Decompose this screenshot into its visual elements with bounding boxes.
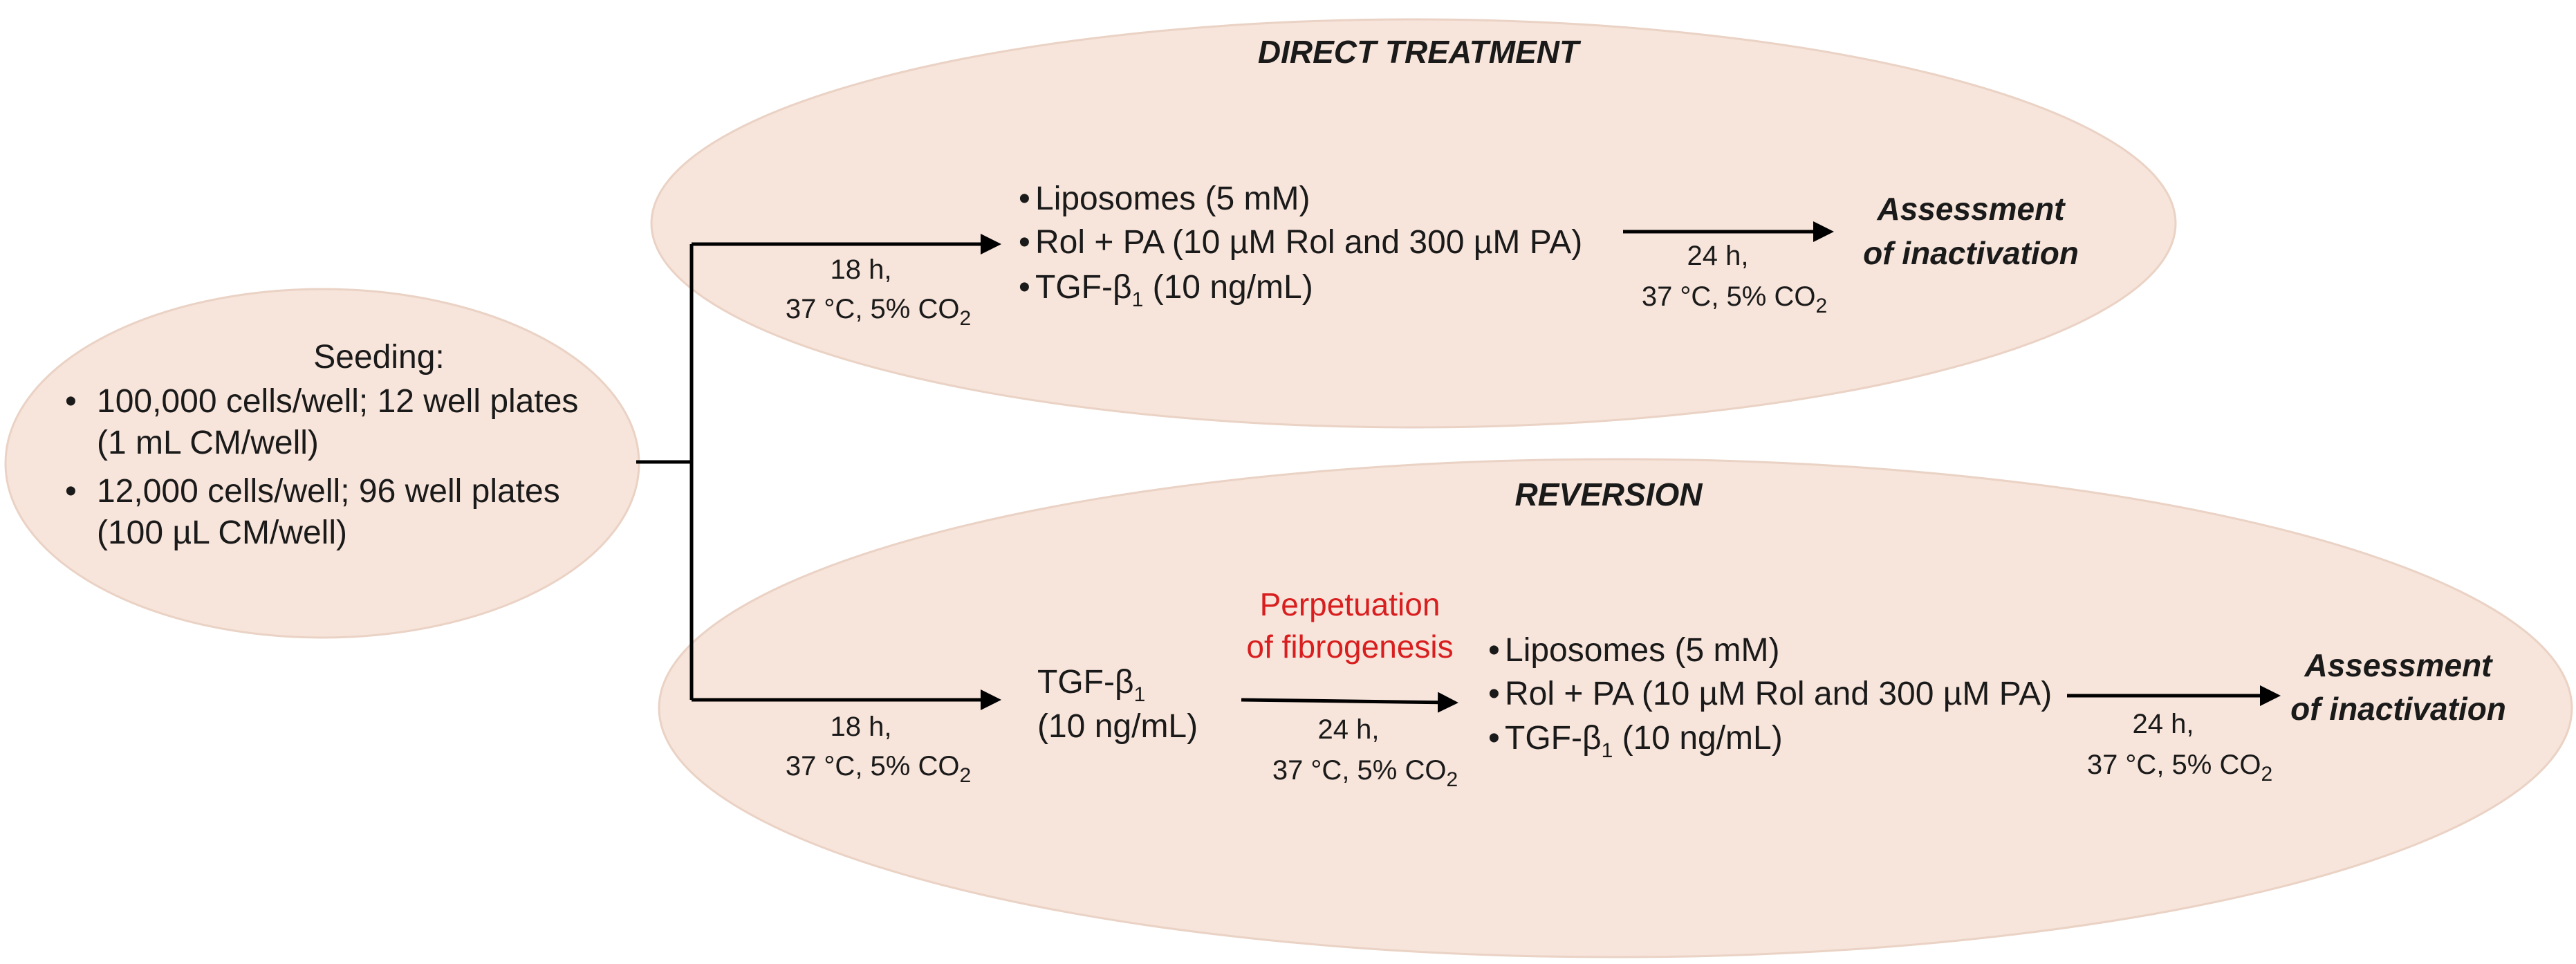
perpetuation-label-line2: of fibrogenesis [1246, 629, 1453, 665]
reversion-bullet-1: • [1488, 632, 1500, 669]
reversion-outcome-label-line2: of inactivation [2290, 691, 2506, 727]
reversion-tgf-label: TGF-β1 [1037, 664, 1145, 706]
direct-incubation-conditions: 37 °C, 5% CO2 [786, 294, 971, 330]
reversion-bullet-2: • [1488, 676, 1500, 712]
perpetuation-label-line1: Perpetuation [1260, 586, 1440, 622]
direct-treatment-title: DIRECT TREATMENT [1258, 34, 1582, 70]
direct-treatment-liposomes: Liposomes (5 mM) [1035, 180, 1310, 217]
direct-bullet-2: • [1019, 224, 1030, 261]
perpetuation-arrow [1241, 692, 1458, 713]
direct-incubation-time: 18 h, [831, 254, 892, 285]
seeding-heading: Seeding: [313, 339, 445, 376]
perpetuation-conditions: 37 °C, 5% CO2 [1272, 755, 1458, 791]
direct-treatment-tgf: TGF-β1 (10 ng/mL) [1035, 269, 1313, 311]
seeding-item-2-line2: (100 µL CM/well) [97, 515, 347, 551]
reversion-bullet-3: • [1488, 720, 1500, 757]
direct-bullet-3: • [1019, 269, 1030, 306]
seeding-item-1-line2: (1 mL CM/well) [97, 425, 319, 461]
perpetuation-time: 24 h, [1318, 714, 1380, 745]
reversion-incubation-time: 18 h, [831, 712, 892, 742]
reversion-treatment-liposomes: Liposomes (5 mM) [1505, 632, 1779, 669]
seeding-bullet-2: • [65, 473, 77, 510]
seeding-item-2-line1: 12,000 cells/well; 96 well plates [97, 473, 560, 510]
reversion-outcome-time: 24 h, [2133, 709, 2194, 739]
direct-bullet-1: • [1019, 180, 1030, 217]
reversion-treatment-rol-pa: Rol + PA (10 µM Rol and 300 µM PA) [1505, 676, 2052, 712]
direct-outcome-time: 24 h, [1687, 241, 1749, 271]
reversion-treatment-tgf: TGF-β1 (10 ng/mL) [1505, 720, 1783, 762]
reversion-ellipse [658, 458, 2573, 958]
reversion-outcome-conditions: 37 °C, 5% CO2 [2087, 750, 2272, 786]
reversion-tgf-dose: (10 ng/mL) [1037, 708, 1198, 745]
direct-treatment-rol-pa: Rol + PA (10 µM Rol and 300 µM PA) [1035, 224, 1582, 261]
reversion-title: REVERSION [1515, 476, 1703, 512]
seeding-bullet-1: • [65, 383, 77, 420]
direct-outcome-conditions: 37 °C, 5% CO2 [1642, 281, 1827, 317]
seeding-item-1-line1: 100,000 cells/well; 12 well plates [97, 383, 578, 420]
reversion-outcome-label-line1: Assessment [2304, 647, 2493, 683]
reversion-incubation-conditions: 37 °C, 5% CO2 [786, 751, 971, 787]
direct-outcome-label-line2: of inactivation [1863, 235, 2079, 271]
direct-outcome-label-line1: Assessment [1876, 191, 2066, 227]
direct-treatment-ellipse [650, 18, 2177, 429]
